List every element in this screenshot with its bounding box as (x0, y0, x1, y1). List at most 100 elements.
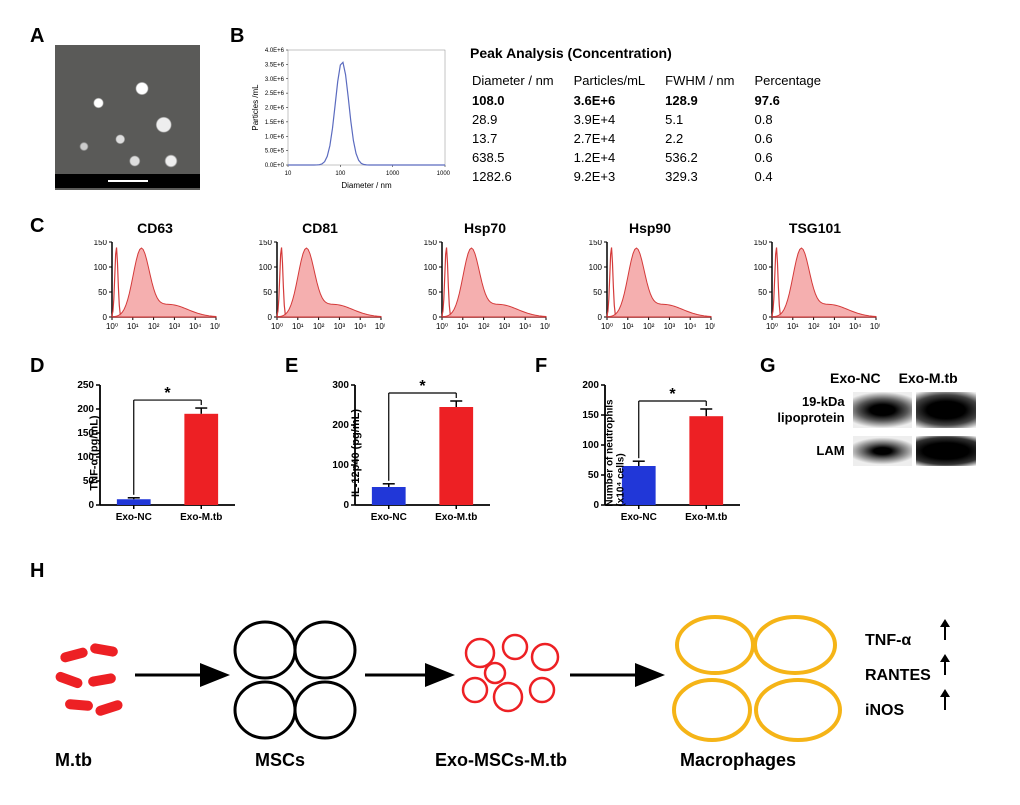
svg-text:50: 50 (428, 288, 437, 297)
blot-protein-2: LAM (760, 443, 853, 459)
svg-text:0: 0 (88, 500, 94, 511)
blot-cond-1: Exo-NC (830, 370, 881, 386)
flow-marker-title: Hsp70 (420, 220, 550, 236)
svg-text:100: 100 (754, 263, 768, 272)
blot-row-1: 19-kDa lipoprotein (760, 392, 980, 428)
table-cell: 108.0 (472, 92, 572, 109)
ylabel-e: IL-12p40 (pg/mL) (350, 408, 362, 496)
schematic: TNF-αRANTESiNOS M.tb MSCs Exo-MSCs-M.tb … (40, 575, 980, 785)
svg-text:150: 150 (589, 240, 603, 247)
svg-text:10³: 10³ (499, 322, 511, 331)
peak-table-title: Peak Analysis (Concentration) (470, 45, 841, 61)
table-cell: 0.6 (755, 130, 840, 147)
label-a: A (30, 25, 44, 48)
svg-text:RANTES: RANTES (865, 667, 931, 684)
svg-text:10⁰: 10⁰ (601, 322, 613, 331)
svg-text:10⁵: 10⁵ (870, 322, 880, 331)
svg-text:Particles /mL: Particles /mL (251, 84, 260, 131)
flow-marker-title: Hsp90 (585, 220, 715, 236)
svg-text:10⁴: 10⁴ (849, 322, 862, 331)
svg-text:100: 100 (582, 440, 599, 451)
svg-text:TNF-α: TNF-α (865, 632, 911, 649)
svg-text:150: 150 (259, 240, 273, 247)
svg-text:10⁴: 10⁴ (519, 322, 532, 331)
svg-text:5.0E+5: 5.0E+5 (265, 149, 285, 155)
svg-text:50: 50 (98, 288, 107, 297)
svg-text:10¹: 10¹ (457, 322, 469, 331)
bar-chart-tnf: TNF-α (pg/mL) 050100150200250Exo-NCExo-M… (65, 375, 240, 530)
svg-text:10³: 10³ (169, 322, 181, 331)
svg-text:10²: 10² (313, 322, 325, 331)
svg-text:10⁰: 10⁰ (106, 322, 118, 331)
flow-plot: TSG101 0 50 100 150 10⁰ 10¹ 10² 10³ 10⁴ 10⁵ (750, 220, 880, 340)
svg-text:Exo-NC: Exo-NC (116, 512, 152, 523)
svg-text:200: 200 (332, 420, 349, 431)
svg-text:100: 100 (259, 263, 273, 272)
svg-text:10⁰: 10⁰ (766, 322, 778, 331)
schematic-label-exo: Exo-MSCs-M.tb (435, 750, 567, 771)
table-cell: 5.1 (665, 111, 752, 128)
table-cell: 9.2E+3 (574, 168, 664, 185)
svg-text:150: 150 (94, 240, 108, 247)
svg-text:100: 100 (332, 460, 349, 471)
flow-cytometry-row: CD6305010015010⁰10¹10²10³10⁴10⁵CD8105010… (90, 220, 880, 340)
svg-text:10⁰: 10⁰ (436, 322, 448, 331)
label-b: B (230, 25, 244, 48)
flow-plot: CD8105010015010⁰10¹10²10³10⁴10⁵ (255, 220, 385, 340)
svg-text:150: 150 (754, 240, 768, 247)
schematic-label-macro: Macrophages (680, 750, 796, 771)
svg-text:0: 0 (343, 500, 349, 511)
svg-text:0: 0 (763, 313, 768, 322)
svg-text:Exo-M.tb: Exo-M.tb (685, 512, 727, 523)
svg-text:10³: 10³ (829, 322, 841, 331)
svg-text:50: 50 (588, 470, 600, 481)
blot-condition-labels: Exo-NC Exo-M.tb (760, 370, 980, 386)
schematic-label-mtb: M.tb (55, 750, 92, 771)
label-c: C (30, 215, 44, 238)
svg-text:10²: 10² (148, 322, 160, 331)
svg-text:100: 100 (589, 263, 603, 272)
svg-text:0: 0 (598, 313, 603, 322)
table-cell: 1.2E+4 (574, 149, 664, 166)
svg-text:10²: 10² (808, 322, 820, 331)
flow-plot: Hsp7005010015010⁰10¹10²10³10⁴10⁵ (420, 220, 550, 340)
svg-text:200: 200 (582, 380, 599, 391)
svg-text:10¹: 10¹ (787, 322, 799, 331)
flow-marker-title: CD63 (90, 220, 220, 236)
flow-marker-title: TSG101 (750, 220, 880, 236)
svg-text:Exo-NC: Exo-NC (371, 512, 407, 523)
table-cell: 28.9 (472, 111, 572, 128)
svg-text:2.0E+6: 2.0E+6 (265, 106, 285, 112)
table-cell: 536.2 (665, 149, 752, 166)
table-cell: 2.2 (665, 130, 752, 147)
svg-text:50: 50 (263, 288, 272, 297)
svg-text:*: * (419, 378, 426, 395)
blot-row-2: LAM (760, 436, 980, 466)
svg-text:*: * (669, 386, 676, 403)
svg-text:Diameter / nm: Diameter / nm (341, 181, 392, 190)
svg-text:10⁵: 10⁵ (210, 322, 220, 331)
svg-text:150: 150 (424, 240, 438, 247)
svg-text:Exo-M.tb: Exo-M.tb (180, 512, 222, 523)
svg-text:10⁵: 10⁵ (375, 322, 385, 331)
svg-text:50: 50 (758, 288, 767, 297)
svg-text:3.5E+6: 3.5E+6 (265, 62, 285, 68)
size-distribution-chart: 0.0E+05.0E+51.0E+61.5E+62.0E+62.5E+63.0E… (250, 45, 450, 190)
svg-text:10000: 10000 (437, 171, 450, 177)
svg-text:10¹: 10¹ (127, 322, 139, 331)
svg-text:100: 100 (424, 263, 438, 272)
svg-text:10²: 10² (643, 322, 655, 331)
svg-text:0: 0 (268, 313, 273, 322)
bar-chart-il12: IL-12p40 (pg/mL) 0100200300Exo-NCExo-M.t… (320, 375, 495, 530)
svg-text:10²: 10² (478, 322, 490, 331)
svg-text:10⁵: 10⁵ (540, 322, 550, 331)
table-cell: 1282.6 (472, 168, 572, 185)
svg-text:Exo-M.tb: Exo-M.tb (435, 512, 477, 523)
svg-text:0.0E+0: 0.0E+0 (265, 163, 285, 169)
table-cell: 0.8 (755, 111, 840, 128)
blot-band (853, 436, 913, 466)
table-cell: 13.7 (472, 130, 572, 147)
svg-text:10⁴: 10⁴ (354, 322, 367, 331)
svg-text:1000: 1000 (386, 171, 400, 177)
blot-band (916, 436, 976, 466)
